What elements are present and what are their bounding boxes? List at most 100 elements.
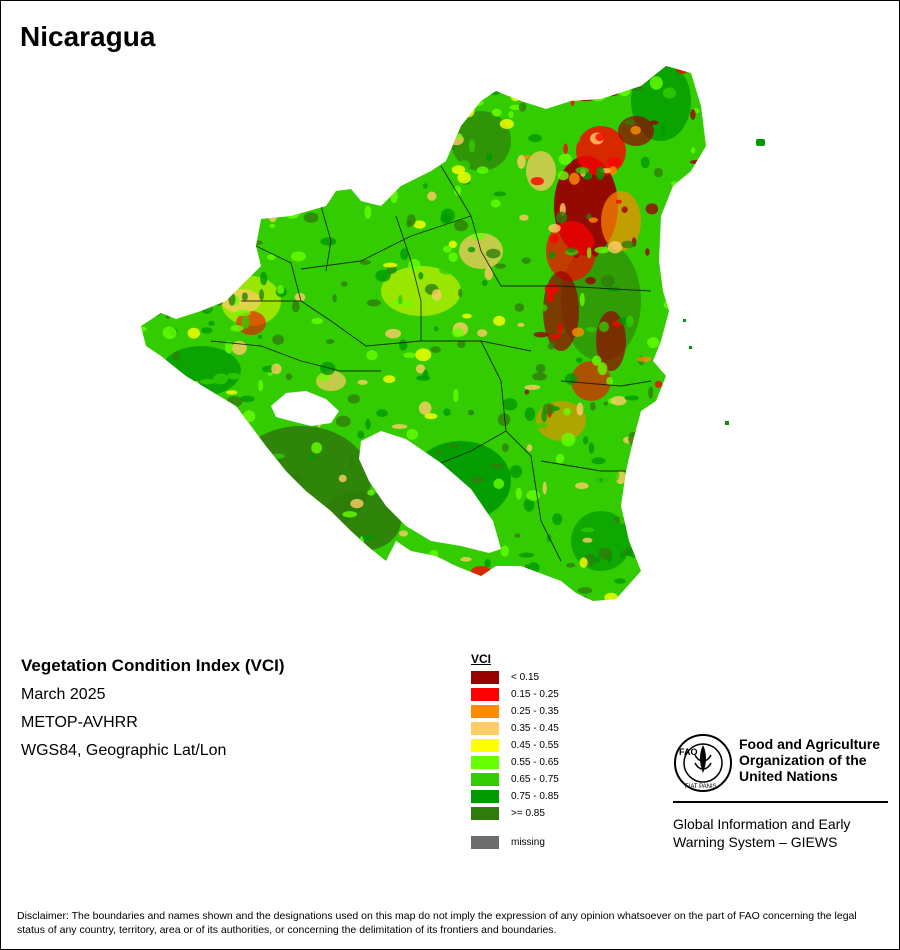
vci-patch — [604, 91, 618, 97]
vci-patch — [191, 454, 203, 468]
vci-patch — [554, 556, 565, 569]
vci-patch — [597, 362, 608, 376]
vci-patch — [690, 147, 696, 154]
vci-patch — [524, 407, 536, 421]
vci-patch — [230, 324, 244, 332]
vci-patch — [448, 420, 453, 427]
vci-patch — [517, 322, 525, 327]
vci-patch — [184, 476, 195, 488]
vci-patch — [275, 151, 283, 161]
vci-patch — [213, 373, 229, 385]
vci-patch — [547, 292, 554, 303]
vci-patch — [162, 365, 173, 380]
vci-patch — [357, 430, 365, 439]
vci-patch — [206, 272, 217, 282]
legend-swatch — [471, 807, 499, 820]
fao-letters: FAO — [679, 747, 698, 757]
legend-swatch — [471, 756, 499, 769]
vci-patch — [192, 469, 201, 474]
vci-patch — [221, 551, 229, 565]
vci-patch — [607, 241, 623, 254]
vci-patch — [624, 119, 636, 126]
map-info: Vegetation Condition Index (VCI) March 2… — [21, 656, 285, 770]
vci-patch — [490, 463, 504, 469]
vci-patch — [671, 181, 680, 186]
vci-patch — [699, 444, 706, 452]
vci-patch — [174, 231, 184, 241]
vci-patch — [550, 334, 561, 339]
vci-patch — [188, 101, 197, 111]
vci-patch — [638, 417, 647, 427]
vci-patch — [183, 151, 197, 162]
vci-patch — [415, 139, 425, 149]
vci-patch — [580, 595, 588, 601]
vci-patch — [541, 409, 548, 423]
vci-patch — [287, 66, 302, 71]
vci-patch — [603, 401, 609, 406]
vci-patch — [551, 406, 560, 412]
vci-patch — [686, 471, 697, 477]
vci-patch — [440, 208, 455, 223]
vci-patch — [223, 217, 237, 228]
vci-patch — [702, 346, 706, 357]
vci-patch — [249, 229, 258, 238]
vci-patch — [575, 482, 589, 490]
vci-patch — [218, 155, 234, 169]
vci-patch — [485, 85, 502, 96]
vci-patch — [158, 407, 165, 415]
vci-patch — [572, 327, 585, 337]
vci-patch — [687, 493, 696, 502]
vci-patch — [146, 153, 159, 160]
vci-patch — [301, 220, 313, 234]
vci-patch — [653, 167, 663, 178]
vci-patch — [677, 277, 683, 283]
vci-patch — [180, 74, 195, 81]
vci-patch — [648, 386, 654, 399]
vci-patch — [392, 558, 405, 570]
legend-label: 0.75 - 0.85 — [511, 791, 559, 802]
legend-title: VCI — [471, 652, 492, 666]
vci-patch — [505, 383, 511, 391]
vci-patch — [263, 414, 271, 424]
vci-patch — [149, 303, 163, 317]
vci-patch — [193, 97, 209, 103]
caribbean-islands — [683, 139, 765, 425]
vci-patch — [315, 144, 321, 151]
vci-patch — [548, 251, 556, 259]
vci-patch — [556, 211, 568, 224]
vci-patch — [484, 266, 494, 281]
vci-patch — [373, 130, 385, 136]
vci-patch — [575, 166, 589, 174]
vci-patch — [242, 410, 256, 423]
vci-patch — [277, 381, 293, 391]
vci-patch — [190, 482, 205, 491]
vci-patch — [229, 66, 244, 74]
vci-patch — [343, 105, 355, 118]
vci-patch — [229, 522, 246, 537]
vci-patch — [170, 532, 179, 542]
vci-patch — [222, 421, 234, 434]
vci-patch — [198, 149, 207, 154]
vci-patch — [454, 219, 469, 232]
vci-patch — [381, 218, 389, 228]
vci-patch — [633, 466, 646, 478]
vci-patch — [373, 580, 382, 592]
vci-patch — [248, 545, 254, 560]
vci-patch — [595, 166, 605, 180]
vci-patch — [484, 558, 491, 568]
vci-patch — [208, 455, 219, 463]
vci-patch — [386, 265, 397, 274]
vci-patch — [619, 512, 626, 525]
vci-patch — [663, 412, 674, 425]
vci-patch — [523, 498, 535, 512]
vci-patch — [230, 476, 242, 481]
vci-patch — [341, 579, 351, 587]
vci-patch — [663, 300, 676, 310]
vci-patch — [366, 350, 378, 361]
vci-patch — [630, 536, 642, 551]
vci-patch — [286, 211, 376, 291]
vci-patch — [293, 530, 310, 544]
vci-patch — [290, 251, 306, 262]
vci-patch — [317, 374, 330, 381]
